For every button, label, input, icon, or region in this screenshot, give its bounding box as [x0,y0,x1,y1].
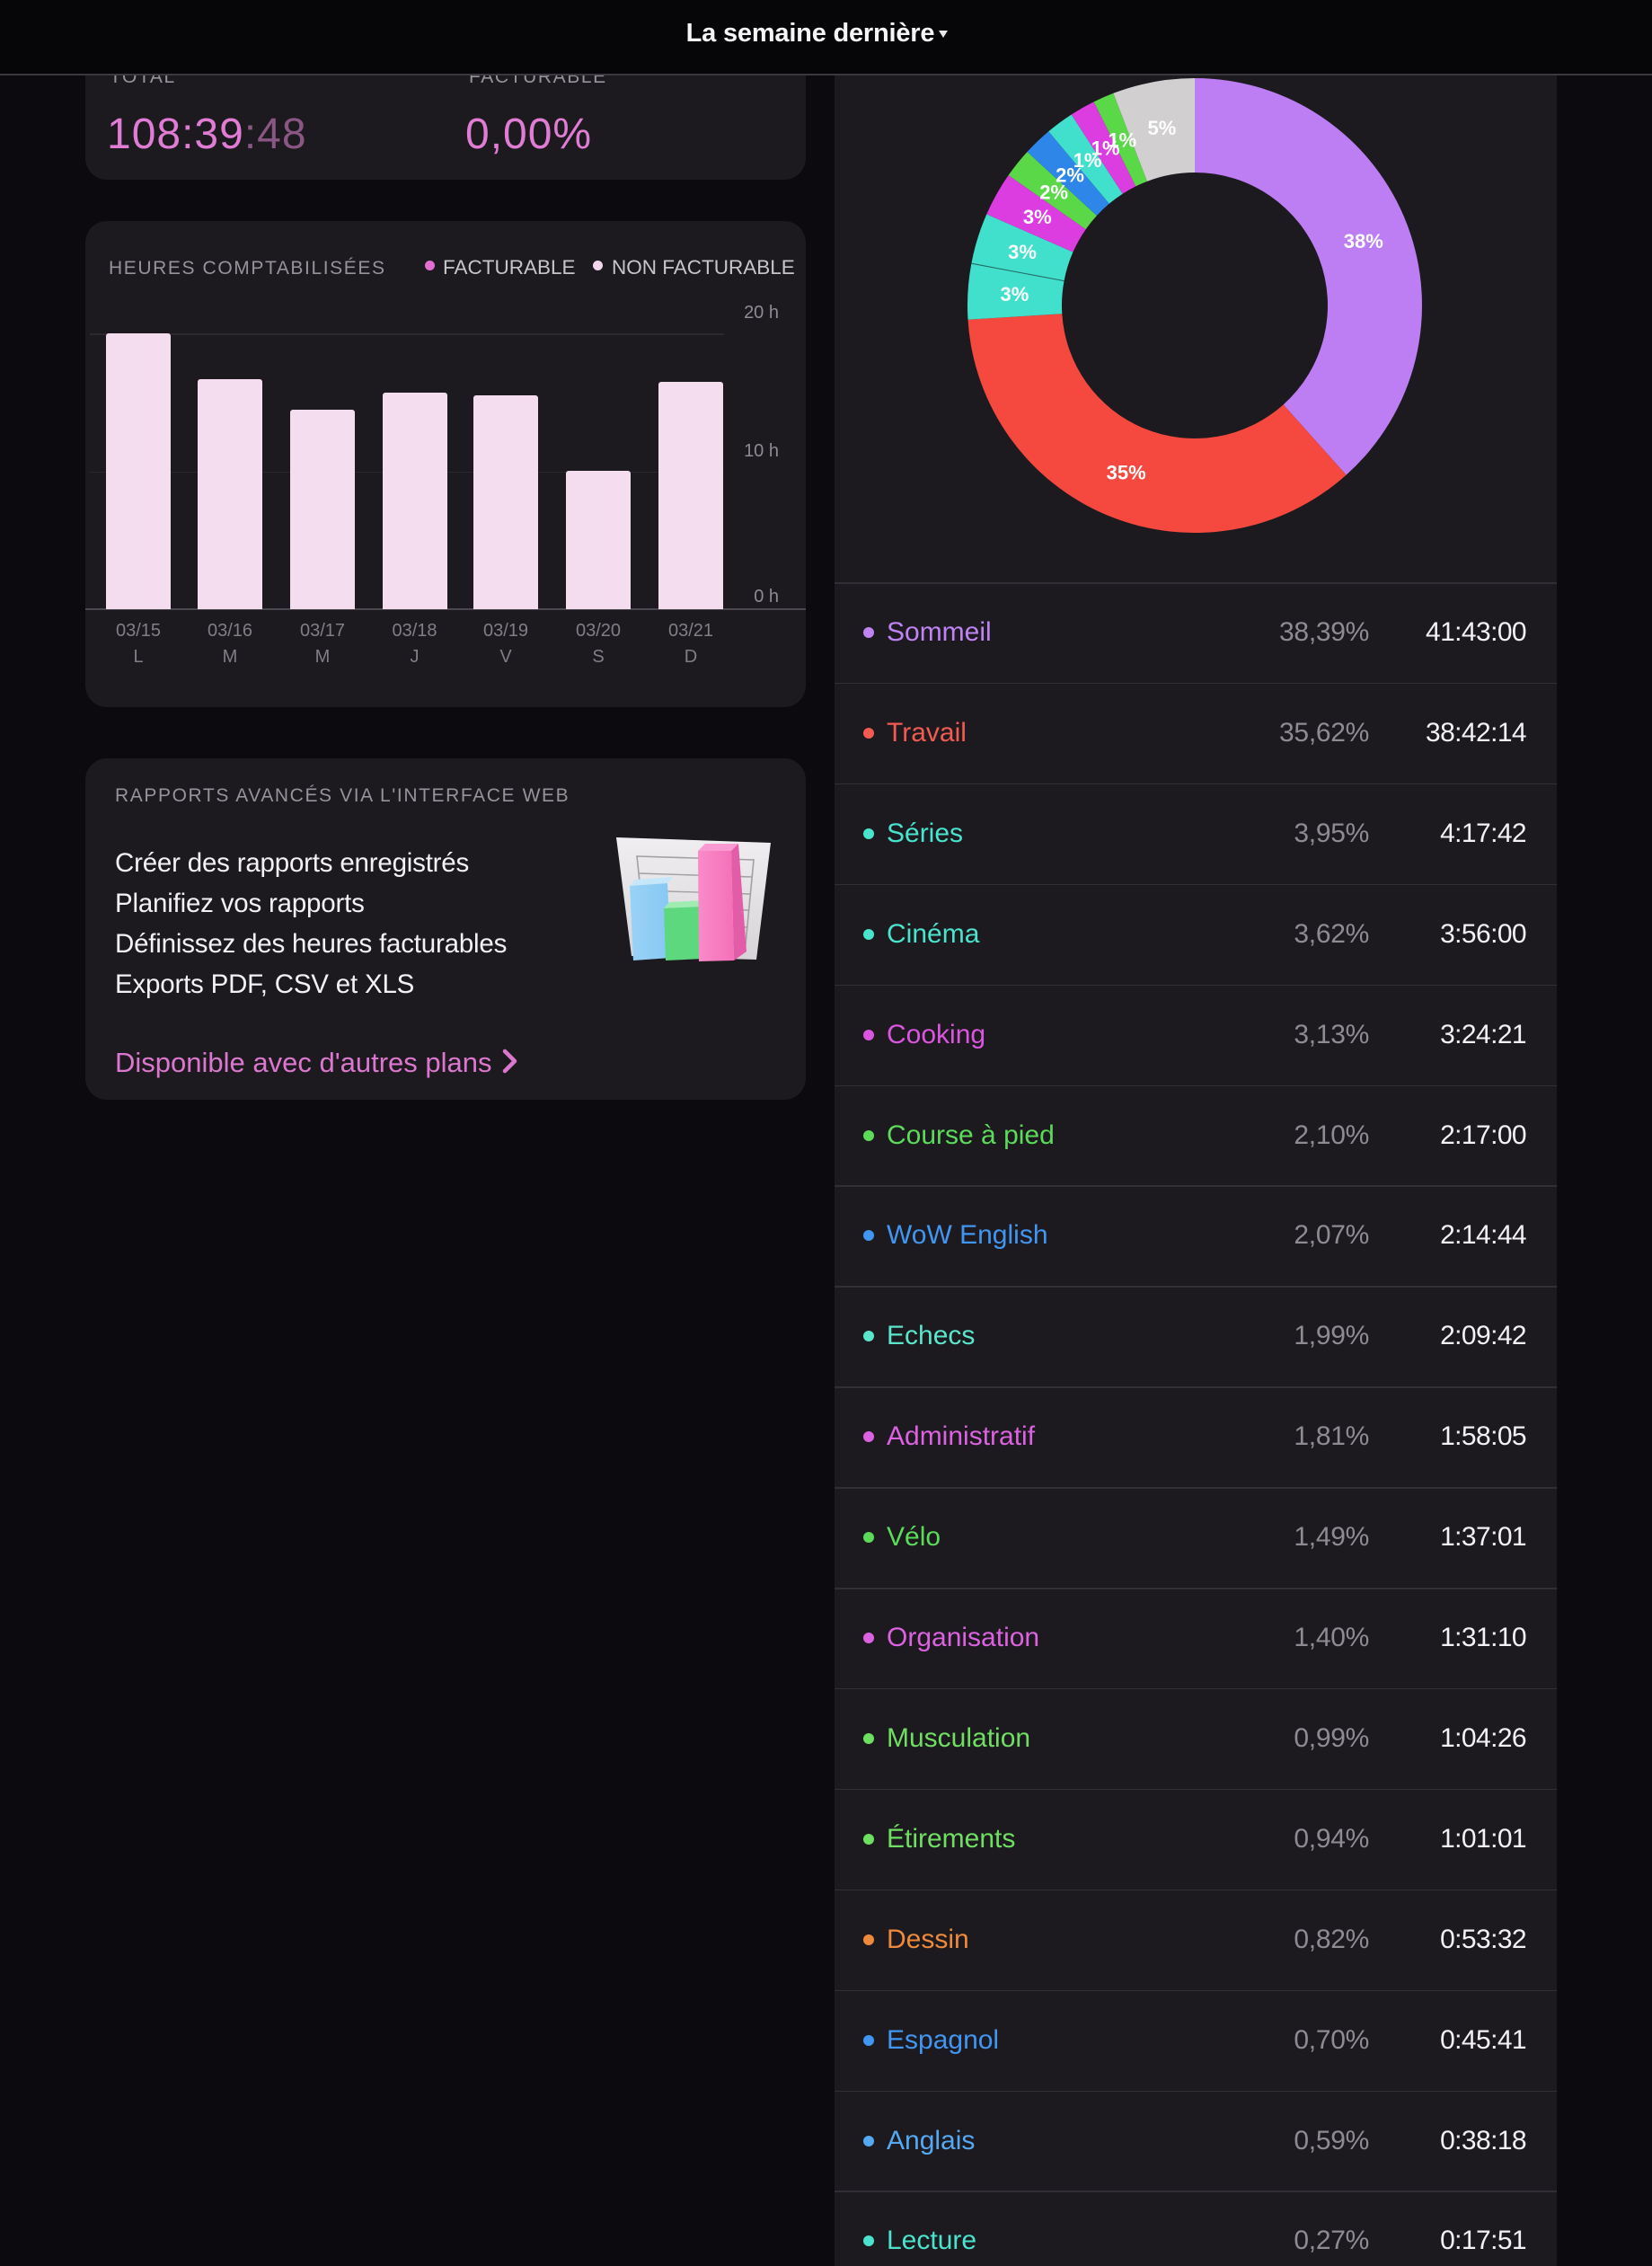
svg-text:35%: 35% [1107,461,1146,483]
svg-text:2%: 2% [1056,164,1084,186]
svg-text:3%: 3% [1008,241,1037,263]
svg-text:38%: 38% [1344,229,1383,252]
svg-text:2%: 2% [1039,181,1068,203]
svg-text:1%: 1% [1108,128,1136,151]
svg-text:1%: 1% [1091,137,1120,159]
svg-text:5%: 5% [1148,116,1177,138]
svg-text:3%: 3% [1001,283,1029,305]
svg-text:1%: 1% [1073,148,1102,171]
svg-text:3%: 3% [1023,206,1052,228]
